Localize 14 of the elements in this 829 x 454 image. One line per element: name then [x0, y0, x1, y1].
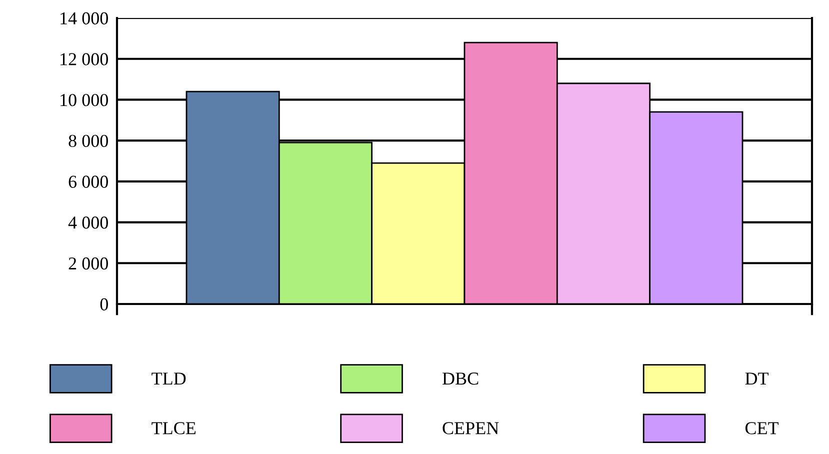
y-tick-label: 4 000	[68, 216, 108, 229]
legend-label: DT	[745, 372, 768, 385]
y-tick-label: 12 000	[60, 53, 108, 66]
y-tick-label: 10 000	[60, 94, 108, 106]
legend-label: TLD	[152, 372, 186, 385]
legend-label: CEPEN	[442, 422, 499, 434]
y-tick-label: 8 000	[68, 134, 108, 148]
y-tick-label: 0	[100, 298, 108, 310]
legend-label: TLCE	[152, 422, 196, 434]
legend-label: CET	[745, 422, 779, 434]
y-tick-label: 2 000	[68, 257, 108, 270]
y-tick-label: 6 000	[68, 176, 108, 188]
legend-label: DBC	[442, 372, 478, 385]
y-tick-label: 14 000	[60, 12, 108, 24]
